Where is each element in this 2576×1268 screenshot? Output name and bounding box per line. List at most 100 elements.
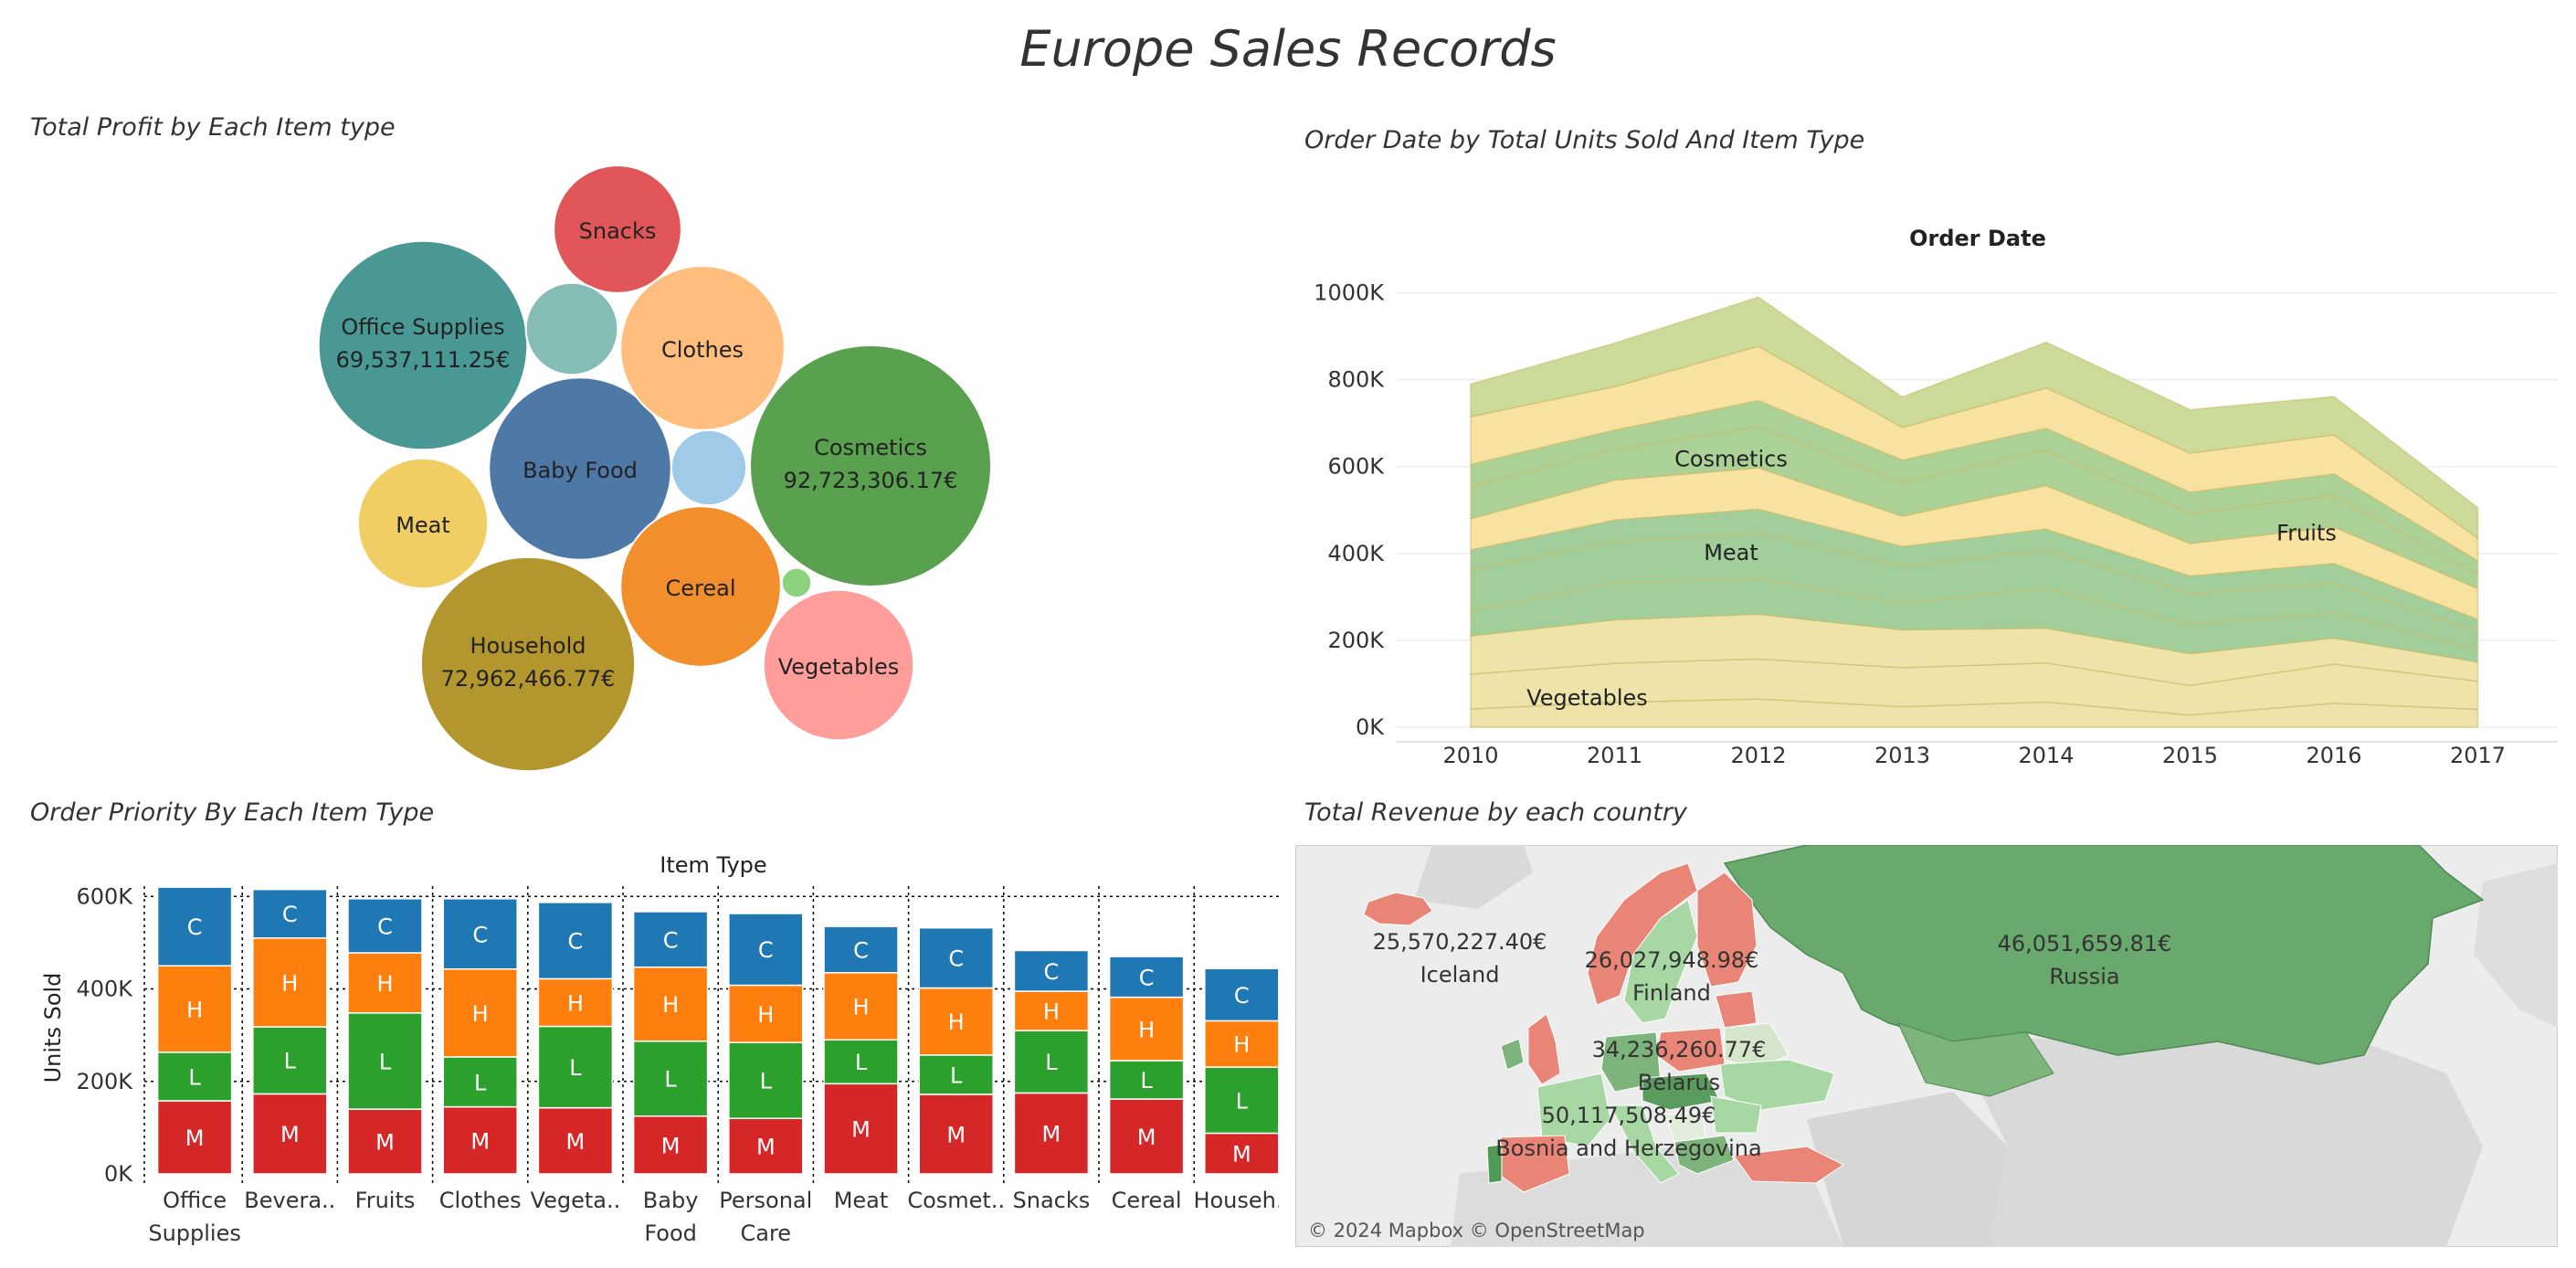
bar-segment-M[interactable] — [823, 1083, 899, 1175]
bar-segment-C[interactable] — [1013, 949, 1090, 992]
map-country-russia: Russia — [2049, 964, 2119, 989]
area-chart: Order Date 0K 200K 400K 600K 800K 1000K 2010 20… — [1314, 226, 2558, 768]
bar-segment-L[interactable] — [442, 1056, 518, 1108]
bar-category-label: Snacks — [1013, 1188, 1091, 1213]
bar-segment-M[interactable] — [728, 1117, 804, 1175]
country-kazakhstan[interactable] — [1897, 1022, 2054, 1097]
bar-segment-H[interactable] — [1108, 996, 1185, 1062]
bar-segment-C[interactable] — [156, 886, 233, 967]
bar-segment-M[interactable] — [1204, 1132, 1279, 1175]
bar-segment-H[interactable] — [442, 967, 518, 1058]
bar-segment-C[interactable] — [632, 911, 709, 968]
country-bosnia[interactable] — [1664, 1111, 1707, 1143]
bar-segment-L[interactable] — [728, 1041, 804, 1120]
europe-revenue-map[interactable]: 25,570,227.40€ Iceland 26,027,948.98€ Fi… — [1295, 845, 2558, 1247]
bar-segment-label: C — [1044, 959, 1060, 985]
bar-segment-C[interactable] — [823, 925, 899, 974]
bubble-unlabeled-10[interactable] — [670, 428, 748, 507]
bar-segment-H[interactable] — [537, 977, 614, 1028]
country-italy[interactable] — [1610, 1104, 1680, 1184]
area-layer-10[interactable] — [1470, 296, 2479, 540]
bar-chart-y-axis-label: Units Sold — [40, 973, 66, 1083]
bar-segment-M[interactable] — [1108, 1098, 1185, 1175]
bar-segment-L[interactable] — [252, 1026, 328, 1095]
bar-segment-M[interactable] — [156, 1100, 233, 1175]
country-finland[interactable] — [1696, 872, 1758, 988]
bar-segment-C[interactable] — [252, 888, 328, 939]
country-uk[interactable] — [1527, 1013, 1561, 1085]
bar-segment-C[interactable] — [1204, 967, 1279, 1022]
bubble-unlabeled-11[interactable] — [780, 566, 813, 599]
country-germany[interactable] — [1600, 1031, 1662, 1093]
bubble-snacks[interactable] — [553, 164, 682, 294]
bar-segment-C[interactable] — [442, 898, 518, 970]
bubble-household[interactable] — [419, 555, 637, 773]
bar-segment-H[interactable] — [632, 966, 709, 1042]
bar-segment-label: L — [379, 1049, 392, 1074]
country-austria-hungary[interactable] — [1642, 1073, 1721, 1111]
bar-segment-M[interactable] — [347, 1108, 423, 1175]
area-y-tick: 800K — [1327, 367, 1385, 393]
bar-segment-label: C — [948, 946, 964, 972]
country-sweden[interactable] — [1623, 899, 1698, 1024]
bar-segment-M[interactable] — [632, 1115, 709, 1175]
bar-segment-M[interactable] — [1013, 1092, 1090, 1175]
bar-segment-label: C — [1234, 983, 1250, 1009]
bar-segment-C[interactable] — [347, 898, 423, 954]
bar-segment-L[interactable] — [156, 1051, 233, 1102]
map-value-finland: 26,027,948.98€ — [1585, 947, 1759, 973]
page-title: Europe Sales Records — [1019, 20, 1557, 78]
bar-segment-H[interactable] — [347, 952, 423, 1014]
country-france[interactable] — [1536, 1073, 1611, 1147]
bar-segment-label: C — [758, 937, 774, 963]
bar-segment-H[interactable] — [728, 984, 804, 1043]
bar-segment-M[interactable] — [252, 1093, 328, 1175]
bar-segment-label: L — [950, 1062, 963, 1088]
bar-segment-M[interactable] — [537, 1106, 614, 1175]
map-value-russia: 46,051,659.81€ — [1998, 931, 2172, 956]
map-attribution[interactable]: © 2024 Mapbox © OpenStreetMap — [1308, 1220, 1645, 1242]
country-iceland[interactable] — [1363, 892, 1433, 926]
country-estonia-latvia[interactable] — [1715, 990, 1758, 1029]
bar-segment-L[interactable] — [632, 1040, 709, 1117]
bubble-cosmetics[interactable] — [749, 344, 992, 587]
bar-segment-L[interactable] — [918, 1054, 994, 1095]
map-value-belarus: 34,236,260.77€ — [1592, 1037, 1767, 1062]
bubble-label: Office Supplies — [341, 314, 504, 340]
country-russia[interactable] — [1723, 845, 2485, 1065]
bar-segment-label: M — [375, 1130, 395, 1156]
country-turkey[interactable] — [1733, 1146, 1844, 1184]
bubble-cereal[interactable] — [619, 505, 782, 668]
bar-segment-L[interactable] — [347, 1012, 423, 1110]
country-balkans[interactable] — [1673, 1135, 1735, 1175]
bar-segment-label: M — [1137, 1125, 1156, 1150]
bubble-unlabeled-9[interactable] — [524, 281, 619, 376]
bar-segment-L[interactable] — [1013, 1030, 1090, 1094]
bar-category-label: Supplies — [148, 1220, 241, 1246]
bar-segment-H[interactable] — [252, 937, 328, 1028]
bar-segment-L[interactable] — [1204, 1066, 1279, 1135]
country-ukraine[interactable] — [1719, 1059, 1835, 1111]
bar-segment-C[interactable] — [1108, 956, 1185, 999]
land-asia — [1953, 1037, 2483, 1247]
bar-segment-C[interactable] — [918, 926, 994, 989]
bar-segment-label: L — [1140, 1068, 1153, 1094]
country-portugal[interactable] — [1486, 1144, 1503, 1184]
map-country-finland: Finland — [1632, 980, 1711, 1006]
bar-segment-C[interactable] — [537, 902, 614, 980]
bubble-label: Cosmetics — [814, 435, 927, 460]
bar-segment-C[interactable] — [728, 913, 804, 987]
bar-segment-H[interactable] — [1013, 990, 1090, 1031]
bar-segment-label: M — [946, 1122, 966, 1147]
bubble-vegetables[interactable] — [762, 588, 915, 742]
country-ireland[interactable] — [1500, 1038, 1525, 1071]
bar-segment-H[interactable] — [823, 972, 899, 1041]
bar-category-label: Vegeta.. — [531, 1188, 621, 1213]
area-y-tick: 600K — [1327, 454, 1385, 480]
bubble-label: Household — [470, 633, 586, 659]
country-romania[interactable] — [1710, 1095, 1762, 1134]
bar-segment-M[interactable] — [918, 1094, 994, 1175]
bubble-meat[interactable] — [356, 457, 490, 590]
bubble-office-supplies[interactable] — [317, 239, 529, 451]
area-annotation: Fruits — [2276, 521, 2337, 546]
